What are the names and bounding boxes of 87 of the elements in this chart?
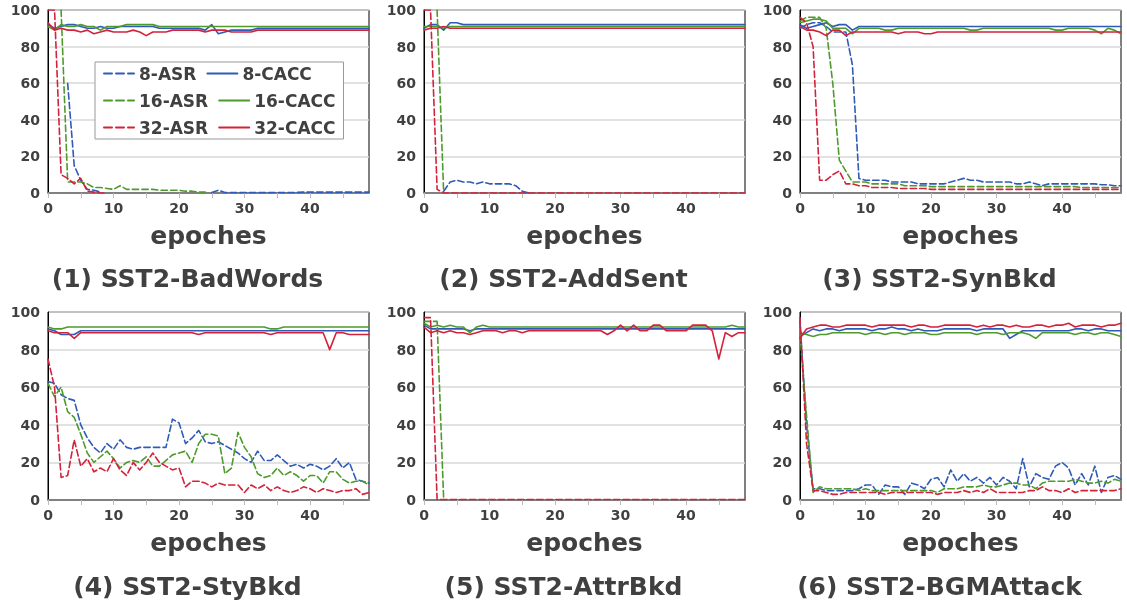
y-tick-label: 0 — [406, 492, 417, 508]
y-tick-label: 100 — [10, 304, 41, 320]
y-tick-label: 100 — [386, 2, 417, 18]
x-tick-label: 0 — [43, 200, 54, 216]
text: (3) SST2-SynBkd — [822, 264, 1057, 293]
y-tick-label: 0 — [30, 185, 41, 201]
y-tick-label: 20 — [772, 148, 793, 165]
line-series — [47, 330, 370, 351]
x-tick-label: 10 — [103, 200, 124, 216]
legend-label: 8-ASR — [139, 63, 197, 84]
x-tick-label: 30 — [986, 507, 1007, 523]
x-tick-label: 30 — [234, 507, 255, 523]
y-tick-label: 80 — [396, 38, 417, 55]
y-tick-label: 60 — [772, 75, 793, 92]
x-tick-label: 40 — [1052, 200, 1073, 216]
y-tick-label: 100 — [762, 304, 793, 320]
x-axis-title: epoches — [902, 528, 1019, 557]
x-axis-title: epoches — [150, 528, 267, 557]
x-tick-label: 10 — [855, 507, 876, 523]
y-tick-label: 40 — [396, 416, 417, 433]
x-tick-label: 0 — [419, 200, 430, 216]
y-tick-label: 80 — [20, 341, 41, 358]
y-tick-label: 20 — [20, 454, 41, 471]
y-tick-label: 20 — [772, 454, 793, 471]
legend-label: 16-CACC — [254, 90, 336, 111]
y-tick-label: 60 — [396, 75, 417, 92]
x-tick-label: 0 — [795, 200, 806, 216]
x-tick-label: 20 — [921, 200, 942, 216]
legend-label: 32-ASR — [139, 117, 209, 138]
text: (5) SST2-AttrBkd — [444, 572, 683, 601]
y-tick-label: 0 — [30, 492, 41, 508]
text: (1) SST2-BadWords — [51, 264, 324, 293]
y-tick-label: 60 — [20, 75, 41, 92]
x-tick-label: 20 — [169, 507, 190, 523]
x-axis-title: epoches — [902, 221, 1019, 250]
x-tick-label: 40 — [300, 200, 321, 216]
legend-label: 8-CACC — [242, 63, 312, 84]
x-tick-label: 0 — [795, 507, 806, 523]
x-tick-label: 30 — [986, 200, 1007, 216]
line-series — [442, 179, 530, 194]
y-tick-label: 100 — [10, 2, 41, 18]
y-tick-label: 60 — [772, 379, 793, 396]
y-tick-label: 60 — [20, 379, 41, 396]
x-axis-title: epoches — [526, 528, 643, 557]
x-tick-label: 20 — [921, 507, 942, 523]
y-tick-label: 20 — [20, 148, 41, 165]
y-tick-label: 60 — [396, 379, 417, 396]
y-tick-label: 80 — [396, 341, 417, 358]
legend-label: 32-CACC — [254, 117, 336, 138]
x-tick-label: 40 — [1052, 507, 1073, 523]
x-tick-label: 10 — [103, 507, 124, 523]
x-tick-label: 40 — [300, 507, 321, 523]
line-series — [47, 358, 370, 496]
x-tick-label: 10 — [479, 200, 500, 216]
y-tick-label: 40 — [20, 416, 41, 433]
text: (4) SST2-StyBkd — [73, 572, 302, 601]
y-tick-label: 0 — [782, 492, 793, 508]
x-tick-label: 30 — [234, 200, 255, 216]
x-tick-label: 10 — [479, 507, 500, 523]
y-tick-label: 40 — [20, 111, 41, 128]
y-tick-label: 0 — [406, 185, 417, 201]
text: (2) SST2-AddSent — [439, 264, 688, 293]
x-axis-title: epoches — [526, 221, 643, 250]
x-tick-label: 10 — [855, 200, 876, 216]
text: (6) SST2-BGMAttack — [797, 572, 1084, 601]
x-tick-label: 20 — [545, 507, 566, 523]
y-tick-label: 80 — [772, 341, 793, 358]
y-tick-label: 100 — [762, 2, 793, 18]
y-tick-label: 20 — [396, 454, 417, 471]
x-tick-label: 20 — [545, 200, 566, 216]
x-tick-label: 20 — [169, 200, 190, 216]
y-tick-label: 80 — [772, 38, 793, 55]
y-tick-label: 40 — [772, 111, 793, 128]
x-tick-label: 40 — [676, 507, 697, 523]
x-tick-label: 0 — [43, 507, 54, 523]
x-tick-label: 30 — [610, 507, 631, 523]
x-tick-label: 40 — [676, 200, 697, 216]
legend-label: 16-ASR — [139, 90, 209, 111]
y-tick-label: 100 — [386, 304, 417, 320]
y-tick-label: 0 — [782, 185, 793, 201]
x-tick-label: 0 — [419, 507, 430, 523]
x-tick-label: 30 — [610, 200, 631, 216]
y-tick-label: 40 — [772, 416, 793, 433]
y-tick-label: 20 — [396, 148, 417, 165]
x-axis-title: epoches — [150, 221, 267, 250]
y-tick-label: 40 — [396, 111, 417, 128]
y-tick-label: 80 — [20, 38, 41, 55]
